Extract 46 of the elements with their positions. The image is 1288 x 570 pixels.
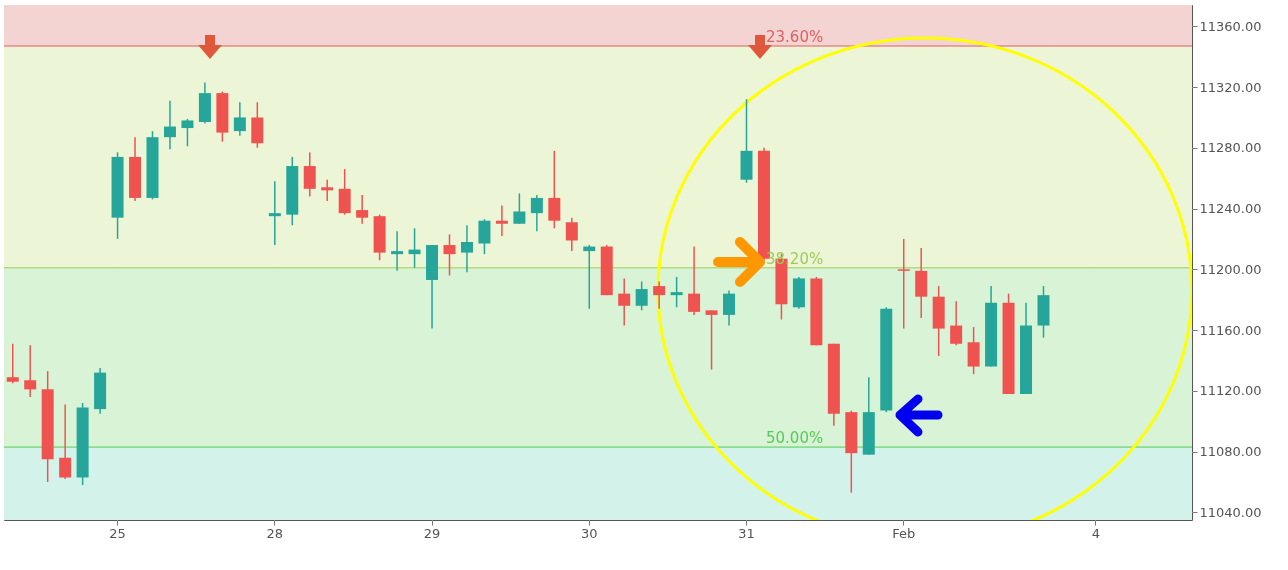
y-tick-label: 11040.00 [1199, 504, 1262, 520]
x-tick-label: 30 [580, 525, 598, 541]
candlestick [303, 151, 316, 198]
candlestick [6, 343, 19, 385]
candlestick [670, 276, 683, 309]
candlestick [897, 238, 910, 330]
candlestick [513, 192, 526, 225]
x-tick-label: 4 [1091, 525, 1101, 541]
y-tick-label: 11120.00 [1199, 383, 1262, 399]
candlestick [24, 344, 37, 398]
candlestick [268, 180, 281, 246]
y-tick-label: 11320.00 [1199, 79, 1262, 95]
x-tick-label: 28 [266, 525, 284, 541]
candlestick [163, 99, 176, 151]
candlestick [356, 194, 369, 225]
x-tick-label: 31 [738, 525, 755, 541]
x-tick-label: 25 [109, 525, 126, 541]
y-tick-label: 11200.00 [1199, 261, 1262, 277]
candlestick [443, 233, 456, 277]
candlestick [950, 300, 963, 347]
candlestick [495, 204, 508, 237]
y-tick-label: 11240.00 [1199, 201, 1262, 217]
y-tick-label: 11160.00 [1199, 322, 1262, 338]
x-tick-label: 29 [423, 525, 441, 541]
annotation: 23.60% [766, 28, 824, 47]
candlestick [233, 101, 246, 137]
y-tick-label: 11360.00 [1199, 18, 1262, 34]
candlestick [460, 224, 473, 274]
candlestick [618, 277, 631, 327]
y-tick-label: 11280.00 [1199, 140, 1262, 156]
y-tick-label: 11080.00 [1199, 444, 1262, 460]
candlestick [478, 218, 491, 255]
candlestick [565, 216, 578, 252]
annotation: 50.00% [766, 429, 824, 448]
x-tick-label: Feb [892, 525, 916, 541]
candlestick [548, 150, 561, 230]
candlestick [321, 178, 334, 202]
candlestick [391, 230, 404, 272]
candlestick [723, 289, 736, 327]
candlestick [530, 194, 543, 233]
candlestick [653, 280, 666, 310]
candlestick [688, 245, 701, 316]
candlestick [59, 403, 72, 480]
candlestick [181, 118, 194, 148]
candlestick [635, 280, 648, 312]
candlestick [705, 309, 718, 371]
